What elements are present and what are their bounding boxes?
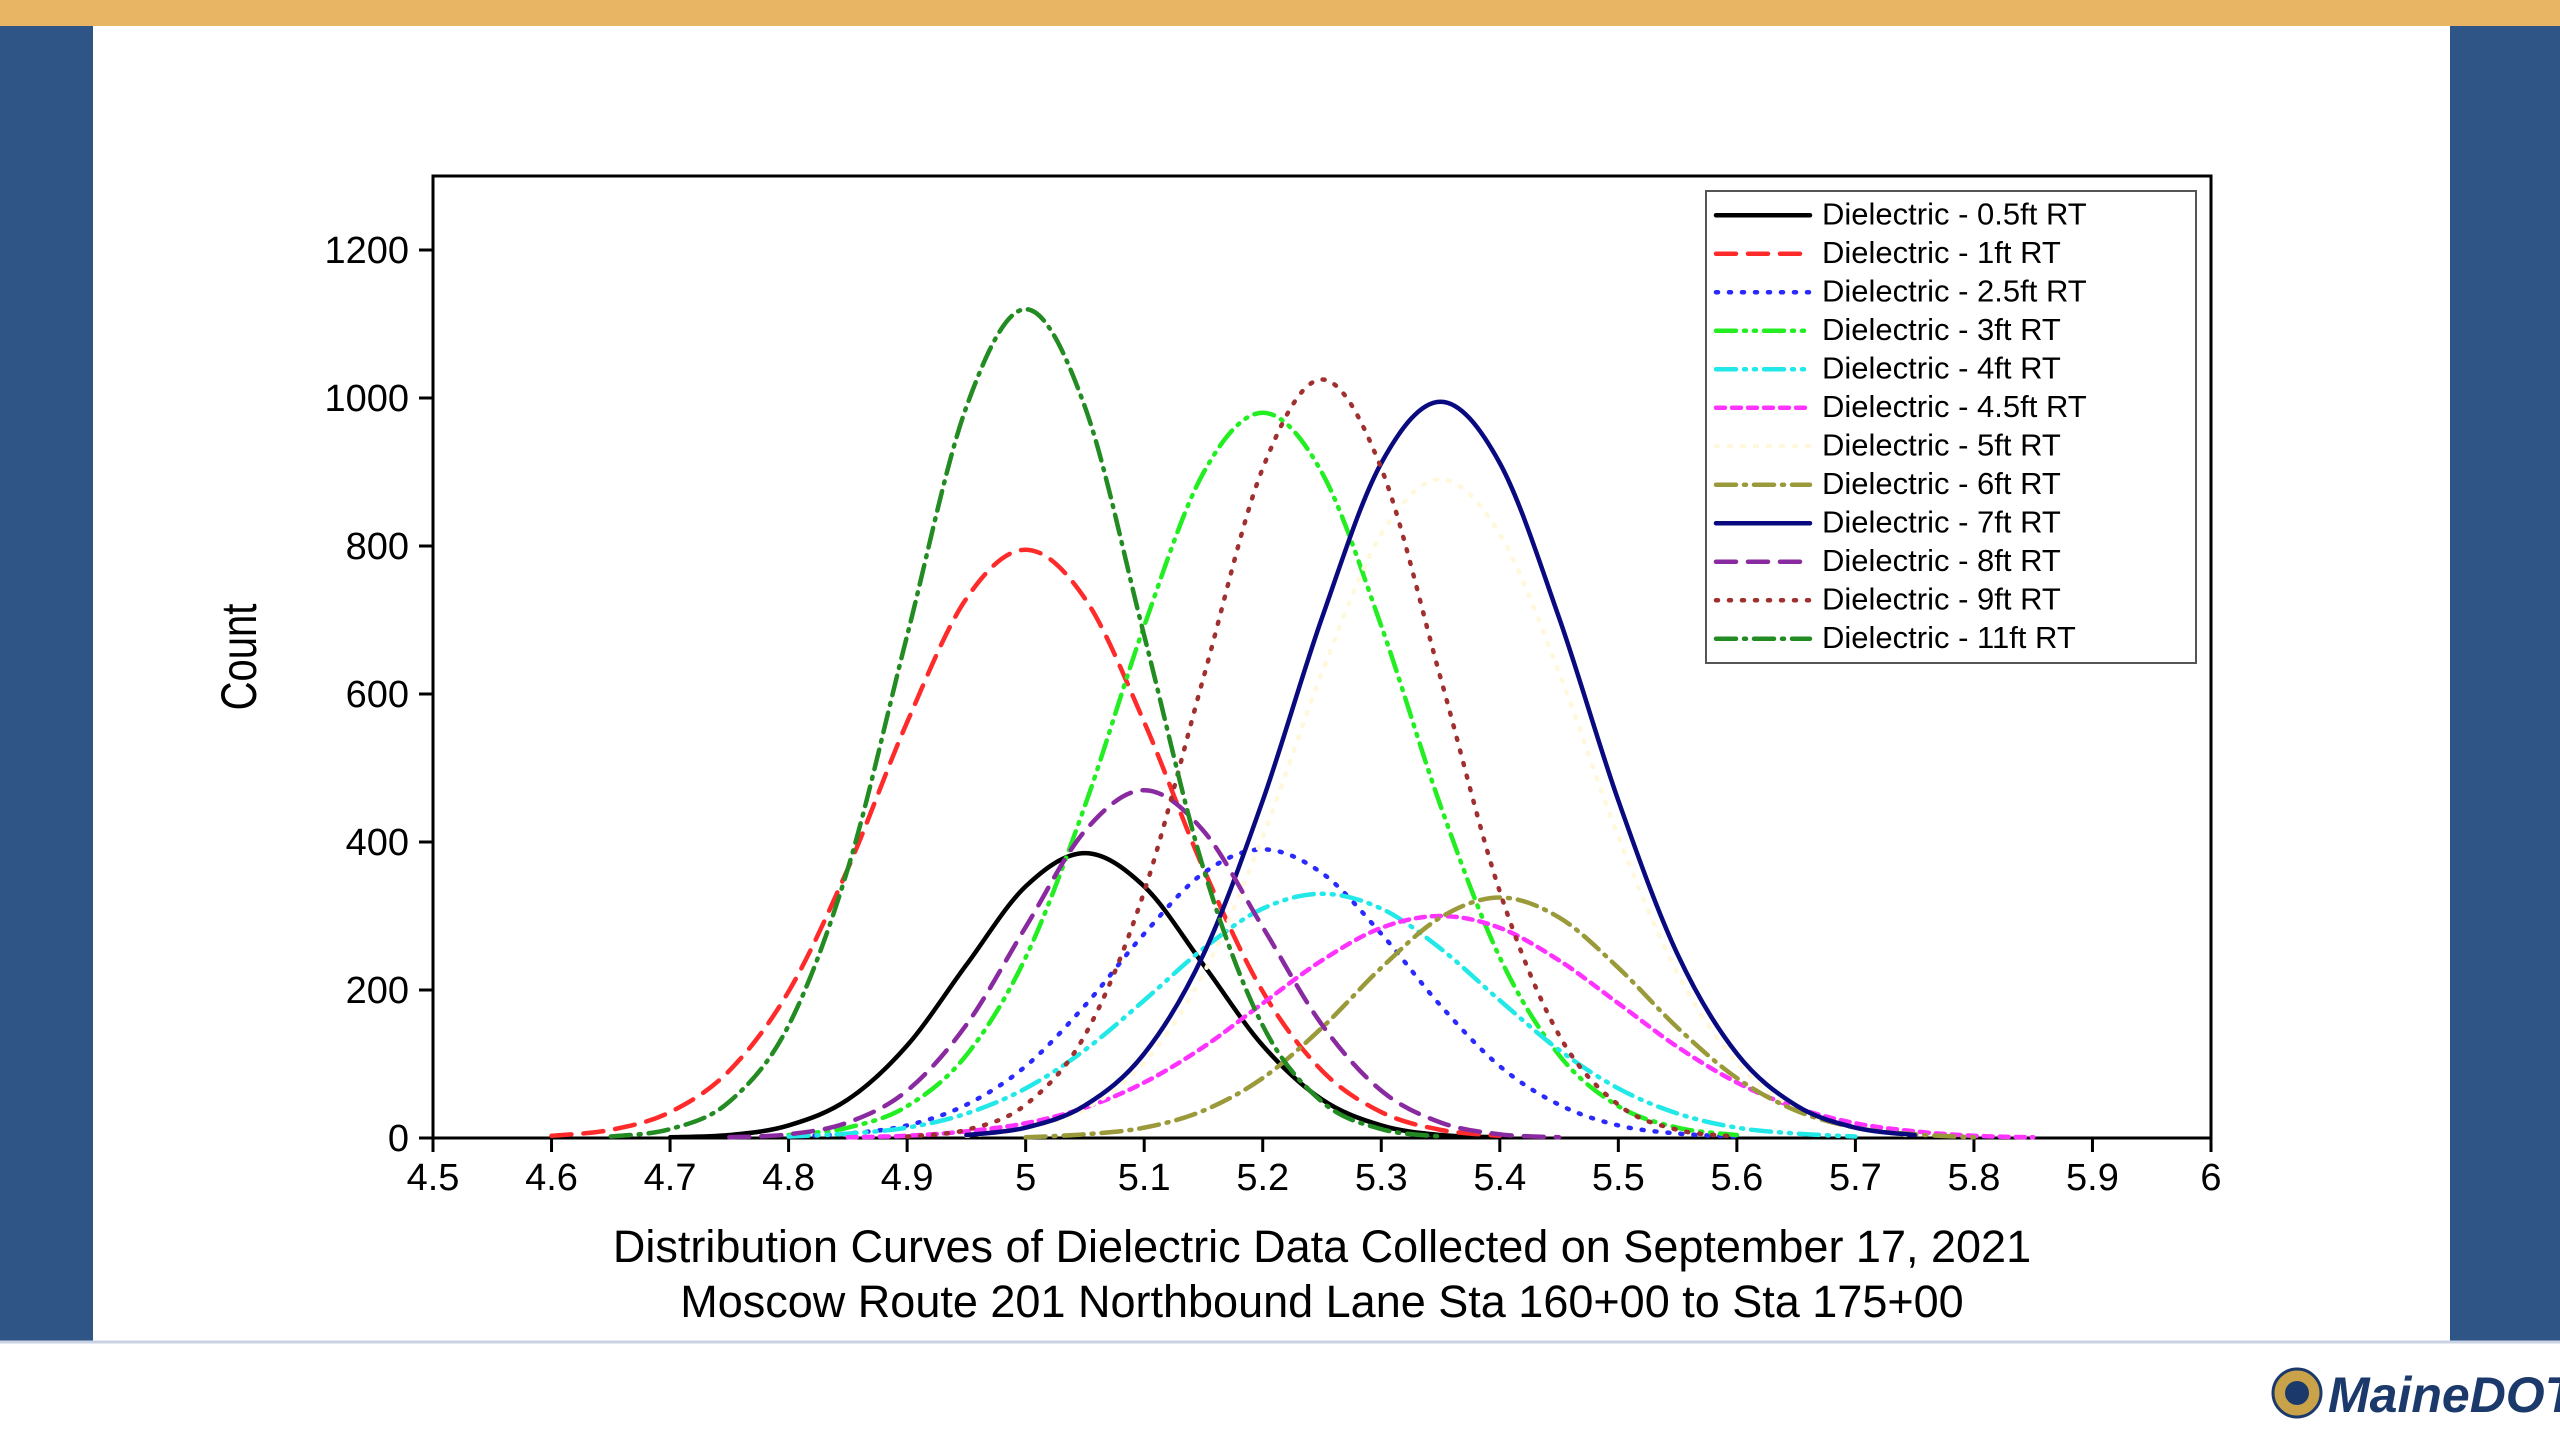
x-tick-label: 6 xyxy=(2200,1157,2221,1199)
x-tick-label: 4.5 xyxy=(407,1157,460,1199)
series-line xyxy=(964,399,1917,1138)
x-tick-label: 5.2 xyxy=(1236,1157,1289,1199)
top-band xyxy=(0,0,2560,26)
x-tick-label: 4.6 xyxy=(525,1157,578,1199)
plot: 0 200 400 600 800 1000 1200 4.5 4.6 4.7 4.8 4.9 5 5.1… xyxy=(324,174,2222,1199)
legend-label: Dielectric - 8ft RT xyxy=(1822,543,2061,578)
legend-label: Dielectric - 5ft RT xyxy=(1822,427,2061,462)
legend-label: Dielectric - 1ft RT xyxy=(1822,235,2061,270)
y-tick-label: 1200 xyxy=(324,230,409,272)
x-tick-label: 5.5 xyxy=(1592,1157,1645,1199)
series-line xyxy=(667,850,1503,1140)
x-tick-label: 5.4 xyxy=(1473,1157,1526,1199)
x-tick-label: 5.8 xyxy=(1948,1157,2001,1199)
x-tick-label: 5.7 xyxy=(1829,1157,1882,1199)
series-line xyxy=(845,913,2036,1140)
y-tick-label: 800 xyxy=(346,526,409,568)
logo: MaineDOT xyxy=(2271,1367,2560,1423)
y-axis-label: Count xyxy=(211,603,267,710)
series-line xyxy=(608,306,1443,1139)
x-tick-label: 5.3 xyxy=(1355,1157,1408,1199)
x-tick-label: 5.1 xyxy=(1118,1157,1171,1199)
left-band xyxy=(0,26,93,1342)
logo-text: MaineDOT xyxy=(2328,1367,2560,1423)
y-tick-label: 0 xyxy=(388,1118,409,1160)
legend-label: Dielectric - 2.5ft RT xyxy=(1822,273,2087,308)
x-tick-label: 4.7 xyxy=(644,1157,697,1199)
legend-label: Dielectric - 7ft RT xyxy=(1822,504,2061,539)
series-line xyxy=(549,547,1503,1139)
chart-title: Distribution Curves of Dielectric Data C… xyxy=(613,1221,2031,1272)
series-line xyxy=(786,891,1858,1139)
x-tick-label: 4.8 xyxy=(762,1157,815,1199)
y-tick-label: 400 xyxy=(346,822,409,864)
x-tick-label: 4.9 xyxy=(881,1157,934,1199)
legend-label: Dielectric - 11ft RT xyxy=(1822,620,2076,655)
series-line xyxy=(964,477,1917,1139)
series-line xyxy=(786,847,1740,1139)
legend-label: Dielectric - 3ft RT xyxy=(1822,312,2061,347)
y-tick-label: 600 xyxy=(346,674,409,716)
legend-label: Dielectric - 4.5ft RT xyxy=(1822,389,2087,424)
legend-label: Dielectric - 9ft RT xyxy=(1822,581,2061,616)
x-tick-label: 5.9 xyxy=(2066,1157,2119,1199)
series-line xyxy=(1023,895,1977,1140)
chart-subtitle: Moscow Route 201 Northbound Lane Sta 160… xyxy=(680,1276,1963,1327)
right-band xyxy=(2450,26,2560,1342)
legend-box xyxy=(1705,190,2197,664)
y-tick-label: 1000 xyxy=(324,378,409,420)
plot-frame xyxy=(431,174,2213,1140)
series-line xyxy=(904,377,1740,1139)
series-line xyxy=(727,787,1562,1140)
legend-label: Dielectric - 0.5ft RT xyxy=(1822,196,2087,231)
logo-seal-center xyxy=(2285,1381,2309,1405)
legend-label: Dielectric - 4ft RT xyxy=(1822,350,2061,385)
x-tick-label: 5 xyxy=(1015,1157,1036,1199)
legend-label: Dielectric - 6ft RT xyxy=(1822,466,2061,501)
x-tick-label: 5.6 xyxy=(1710,1157,1763,1199)
y-tick-label: 200 xyxy=(346,970,409,1012)
